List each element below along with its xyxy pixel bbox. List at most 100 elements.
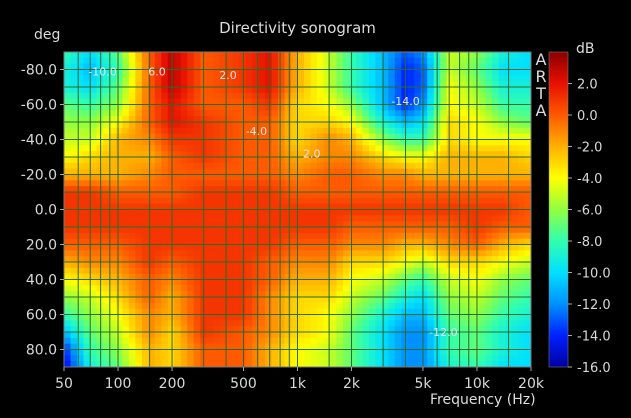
heat-cell	[206, 343, 214, 351]
heat-cell	[154, 87, 162, 94]
heat-cell	[265, 221, 273, 228]
heat-cell	[76, 314, 85, 321]
heat-cell	[167, 180, 175, 187]
heat-cell	[485, 75, 493, 82]
heat-cell	[193, 203, 201, 211]
heat-cell	[381, 232, 389, 240]
heat-cell	[427, 320, 435, 327]
heat-cell	[492, 279, 500, 286]
heat-cell	[479, 349, 487, 356]
heat-cell	[401, 232, 409, 240]
heat-cell	[174, 57, 182, 65]
heat-cell	[297, 145, 305, 152]
heat-cell	[232, 256, 240, 263]
heat-cell	[440, 162, 448, 170]
heat-cell	[252, 308, 260, 316]
heat-cell	[161, 285, 169, 292]
heat-cell	[83, 227, 91, 234]
heat-cell	[278, 256, 286, 263]
heat-cell	[271, 203, 279, 211]
heat-cell	[316, 168, 325, 176]
heat-cell	[388, 297, 396, 304]
heat-cell	[148, 92, 156, 100]
heat-cell	[498, 332, 506, 339]
heat-cell	[362, 244, 370, 251]
heat-cell	[278, 302, 286, 310]
heat-cell	[466, 215, 474, 222]
heat-cell	[466, 250, 474, 257]
heat-cell	[148, 186, 156, 193]
heat-cell	[278, 314, 286, 321]
heat-cell	[355, 151, 363, 158]
heat-cell	[83, 69, 91, 76]
heat-cell	[180, 127, 188, 135]
heat-cell	[511, 92, 519, 100]
heat-cell	[472, 127, 480, 135]
heat-cell	[193, 168, 201, 176]
heat-cell	[226, 110, 234, 117]
heat-cell	[115, 151, 123, 158]
heat-cell	[213, 361, 221, 367]
heat-cell	[291, 92, 299, 100]
heat-cell	[122, 244, 130, 251]
heat-cell	[161, 139, 169, 146]
heat-cell	[323, 209, 331, 216]
heat-cell	[278, 174, 286, 181]
heat-cell	[232, 297, 240, 304]
heat-cell	[472, 87, 480, 94]
heat-cell	[148, 279, 156, 286]
heat-cell	[498, 215, 506, 222]
heat-cell	[154, 203, 162, 211]
heat-cell	[414, 297, 422, 304]
heat-cell	[414, 127, 422, 135]
heat-cell	[83, 203, 91, 211]
heat-cell	[349, 250, 357, 257]
heat-cell	[394, 337, 402, 345]
heat-cell	[174, 133, 182, 141]
heat-cell	[388, 168, 396, 176]
heat-cell	[368, 133, 376, 141]
heat-cell	[174, 87, 182, 94]
heat-cell	[420, 279, 428, 286]
heat-cell	[278, 227, 286, 234]
heat-cell	[148, 314, 156, 321]
heat-cell	[329, 186, 338, 193]
heat-cell	[479, 186, 487, 193]
heat-cell	[420, 285, 428, 292]
heat-cell	[206, 92, 214, 100]
heat-cell	[459, 192, 467, 199]
heat-cell	[342, 174, 350, 181]
heat-cell	[109, 127, 117, 135]
heat-cell	[187, 98, 195, 106]
heat-cell	[271, 180, 279, 187]
heat-cell	[245, 256, 253, 263]
heat-cell	[122, 157, 130, 164]
heat-cell	[368, 250, 376, 257]
heat-cell	[524, 63, 531, 71]
heat-cell	[407, 279, 415, 286]
heat-cell	[316, 104, 325, 111]
heat-cell	[375, 162, 383, 170]
heat-cell	[375, 297, 383, 304]
heat-cell	[239, 98, 247, 106]
heat-cell	[323, 291, 331, 298]
heat-cell	[232, 197, 240, 205]
heat-cell	[161, 197, 169, 205]
heat-cell	[414, 355, 422, 362]
heat-cell	[362, 157, 370, 164]
heat-cell	[394, 151, 402, 158]
heat-cell	[511, 262, 519, 269]
heat-cell	[472, 244, 480, 251]
heat-cell	[323, 320, 331, 327]
heat-cell	[459, 157, 467, 164]
heat-cell	[167, 314, 175, 321]
heat-cell	[479, 122, 487, 129]
heat-cell	[109, 215, 117, 222]
heat-cell	[161, 98, 169, 106]
heat-cell	[479, 215, 487, 222]
heat-cell	[342, 297, 350, 304]
heat-cell	[206, 285, 214, 292]
heat-cell	[524, 320, 531, 327]
heat-cell	[180, 209, 188, 216]
heat-cell	[446, 355, 454, 362]
